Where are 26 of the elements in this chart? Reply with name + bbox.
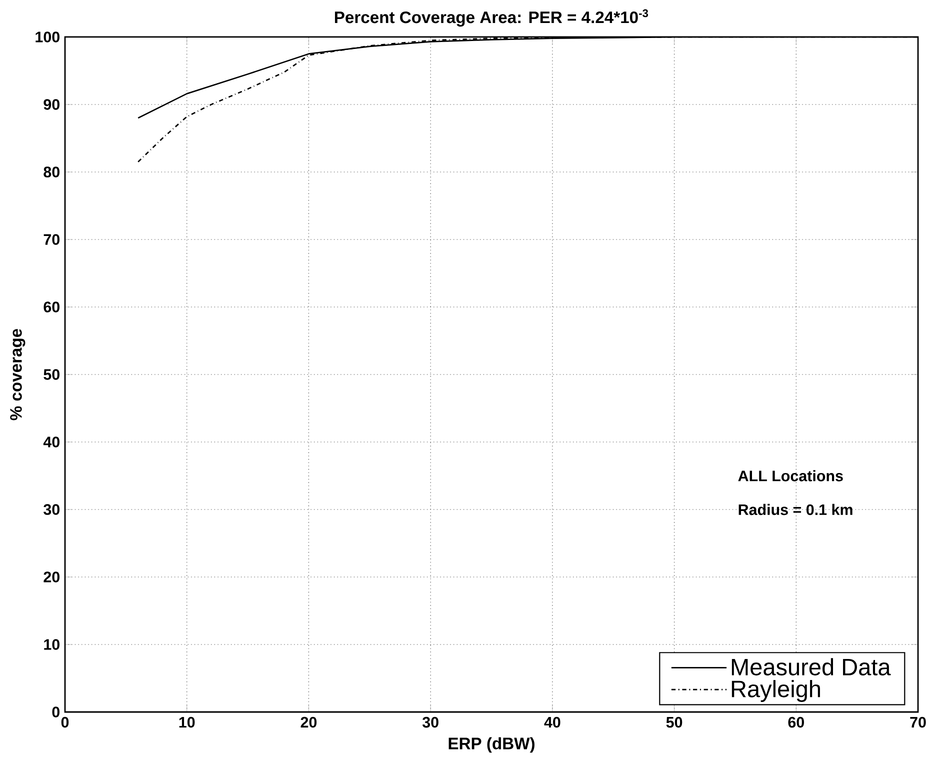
y-tick-label: 90 bbox=[44, 99, 60, 110]
x-tick-label: 70 bbox=[910, 716, 926, 728]
y-tick-label: 70 bbox=[44, 234, 60, 245]
y-tick-label: 20 bbox=[44, 572, 60, 582]
legend-label: Rayleigh bbox=[732, 680, 820, 702]
x-tick-label: 40 bbox=[544, 716, 560, 728]
y-tick-label: 80 bbox=[44, 166, 60, 178]
x-tick-label: 30 bbox=[422, 716, 438, 728]
x-tick-label: 50 bbox=[666, 716, 682, 728]
y-axis-title: % coverage bbox=[10, 328, 26, 420]
y-tick-label: 100 bbox=[36, 32, 60, 42]
y-tick-label: 50 bbox=[44, 369, 60, 380]
y-tick-label: 40 bbox=[43, 436, 60, 448]
x-tick-label: 0 bbox=[61, 716, 69, 728]
legend-label: Measured Data bbox=[732, 658, 891, 676]
x-axis-title: ERP (dBW) bbox=[448, 737, 534, 753]
chart-title: Percent Coverage Area: PER = 4.24*10$^{-3}$ bbox=[334, 9, 648, 27]
y-tick-label: 10 bbox=[44, 639, 60, 650]
x-tick-label: 60 bbox=[788, 716, 804, 728]
x-tick-label: 20 bbox=[300, 716, 317, 728]
annotation: Radius = 0.1 km bbox=[738, 504, 852, 516]
y-tick-label: 60 bbox=[44, 302, 60, 312]
annotation: ALL Locations bbox=[738, 470, 843, 482]
y-tick-label: 30 bbox=[44, 504, 60, 515]
y-tick-label: 0 bbox=[52, 706, 60, 718]
x-tick-label: 10 bbox=[179, 716, 195, 728]
